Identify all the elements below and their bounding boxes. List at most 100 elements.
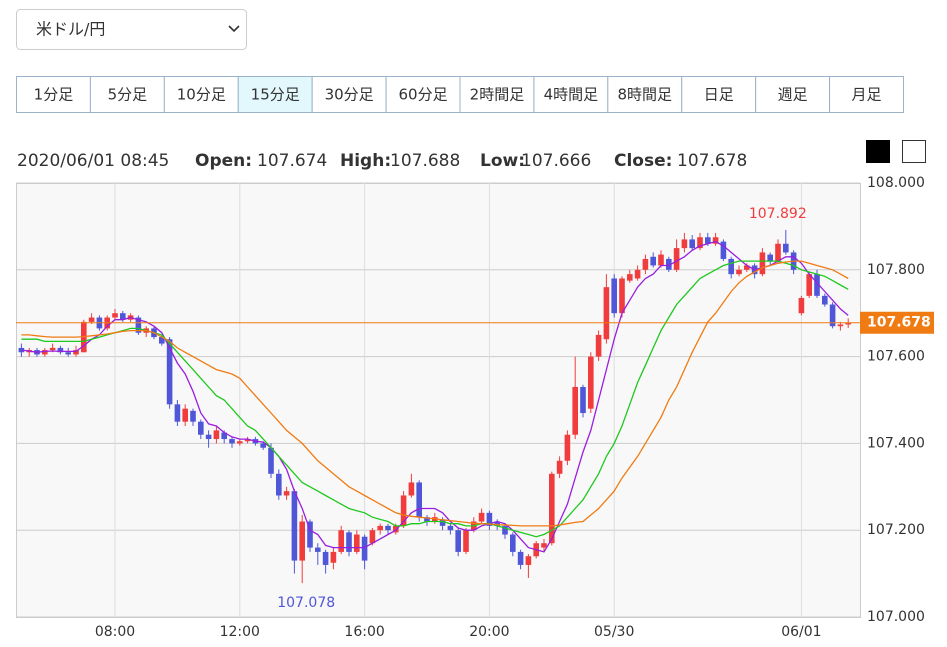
info-value: 107.678 [677,151,747,171]
candle-body [681,239,688,249]
candle-body [237,441,243,444]
timeframe-button[interactable] [829,76,904,113]
last-price-tag [860,311,934,334]
candle-body [120,313,126,320]
candle-body [564,434,571,461]
candle-body [260,443,266,448]
light-theme-swatch[interactable] [902,140,926,163]
info-label: Close: [614,151,672,171]
candle-body [424,517,430,522]
candle-body [642,258,649,270]
pair-select[interactable] [16,9,247,50]
candle-body [299,521,305,561]
candle-body [268,447,274,474]
candle-body [276,473,282,496]
candle-body [408,482,415,496]
info-value: 107.674 [257,151,327,171]
candle-body [190,410,196,422]
candle-body [377,525,383,531]
timeframe-label: 1分足 [34,86,74,104]
candle-body [650,256,656,266]
timeframe-buttons: 1分足 5分足 10分足 15分足 30分足 60分足 2時間足 4時間足 8時間足 日足 週足 月足 [16,76,904,113]
candle-body [198,421,204,435]
y-tick-label: 108.000 [867,175,925,191]
timeframe-label: 10分足 [177,86,226,104]
plot-area [16,183,861,618]
candle-body [829,304,836,327]
candle-body [705,237,711,244]
timeframe-button[interactable] [681,76,757,113]
pair-label: 米ドル/円 [36,20,105,39]
candle-body [315,547,321,552]
candle-body [837,324,844,327]
candle-body [549,473,555,544]
candle-body [338,530,344,552]
candle-body [361,536,368,561]
y-tick-label: 107.000 [867,609,925,625]
candle-body [330,551,337,563]
candle-body [588,356,594,409]
candle-body [18,347,25,353]
candle-body [822,295,828,305]
timeframe-label: 月足 [852,86,882,104]
candle-body [697,237,703,249]
candle-body [291,491,298,561]
candle-body [494,521,500,526]
candle-body [439,519,446,526]
candle-body [689,239,695,249]
candle-body [478,512,485,522]
timeframe-label: 週足 [778,86,808,104]
candle-body [720,241,727,259]
chevron [228,25,240,33]
low-label: 107.078 [277,595,335,611]
candle-body [798,298,805,314]
info-time: 2020/06/01 08:45 [17,151,169,171]
candle-body [783,243,789,253]
candle-body [728,258,734,275]
timeframe-button[interactable] [16,76,91,113]
moving-average [21,260,849,527]
timeframe-label: 日足 [704,86,734,104]
candle-body [486,512,493,526]
timeframe-button[interactable] [163,76,239,113]
timeframe-button[interactable] [89,76,165,113]
candle-body [712,237,719,244]
candle-body [73,350,79,355]
candle-body [416,482,422,518]
x-tick-label: 12:00 [220,624,260,640]
candle-body [174,404,181,422]
candle-body [135,317,142,333]
candle-body [572,386,578,435]
info-label: Low: [480,151,525,171]
info-value: 107.666 [521,151,591,171]
timeframe-label: 2時間足 [470,86,525,104]
candle-body [806,274,812,296]
candle-body [814,274,820,296]
candle-body [658,254,664,266]
candle-body [580,386,586,414]
candle-body [759,252,766,275]
dark-theme-swatch[interactable] [866,140,890,163]
candle-body [744,265,750,270]
timeframe-button[interactable] [607,76,683,113]
candle-body [736,269,742,275]
timeframe-label: 8時間足 [618,86,673,104]
candle-body [221,432,227,440]
info-value: 107.688 [390,151,460,171]
timeframe-button[interactable] [755,76,831,113]
candle-body [510,534,516,552]
timeframe-button[interactable] [385,76,461,113]
candle-body [213,430,220,440]
moving-average [21,240,849,553]
candle-body [112,313,118,318]
y-tick-label: 107.800 [867,262,925,278]
candle-body [182,408,188,422]
candle-body [463,530,469,552]
last-price-label: 107.678 [867,315,931,331]
candle-body [673,248,680,270]
candle-body [393,525,399,533]
timeframe-button[interactable] [237,76,313,113]
candle-body [525,556,532,565]
candle-body [517,551,524,565]
